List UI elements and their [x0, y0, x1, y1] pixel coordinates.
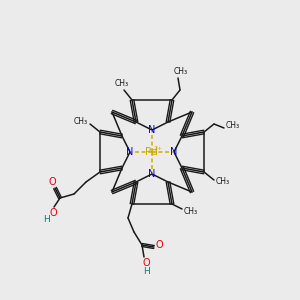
Text: O: O: [155, 240, 163, 250]
Text: 2+: 2+: [153, 146, 163, 151]
Text: O: O: [48, 177, 56, 187]
Text: CH₃: CH₃: [74, 116, 88, 125]
Text: N: N: [148, 169, 156, 179]
Text: CH₃: CH₃: [216, 178, 230, 187]
Text: CH₃: CH₃: [226, 121, 240, 130]
Text: CH₃: CH₃: [115, 79, 129, 88]
Text: CH₃: CH₃: [184, 206, 198, 215]
Text: H: H: [43, 214, 50, 224]
Text: Pd: Pd: [145, 147, 158, 157]
Text: O: O: [142, 258, 150, 268]
Text: N: N: [148, 125, 156, 135]
Text: H: H: [142, 266, 149, 275]
Text: O: O: [49, 208, 57, 218]
Text: CH₃: CH₃: [174, 67, 188, 76]
Text: N: N: [170, 147, 178, 157]
Text: N: N: [126, 147, 134, 157]
